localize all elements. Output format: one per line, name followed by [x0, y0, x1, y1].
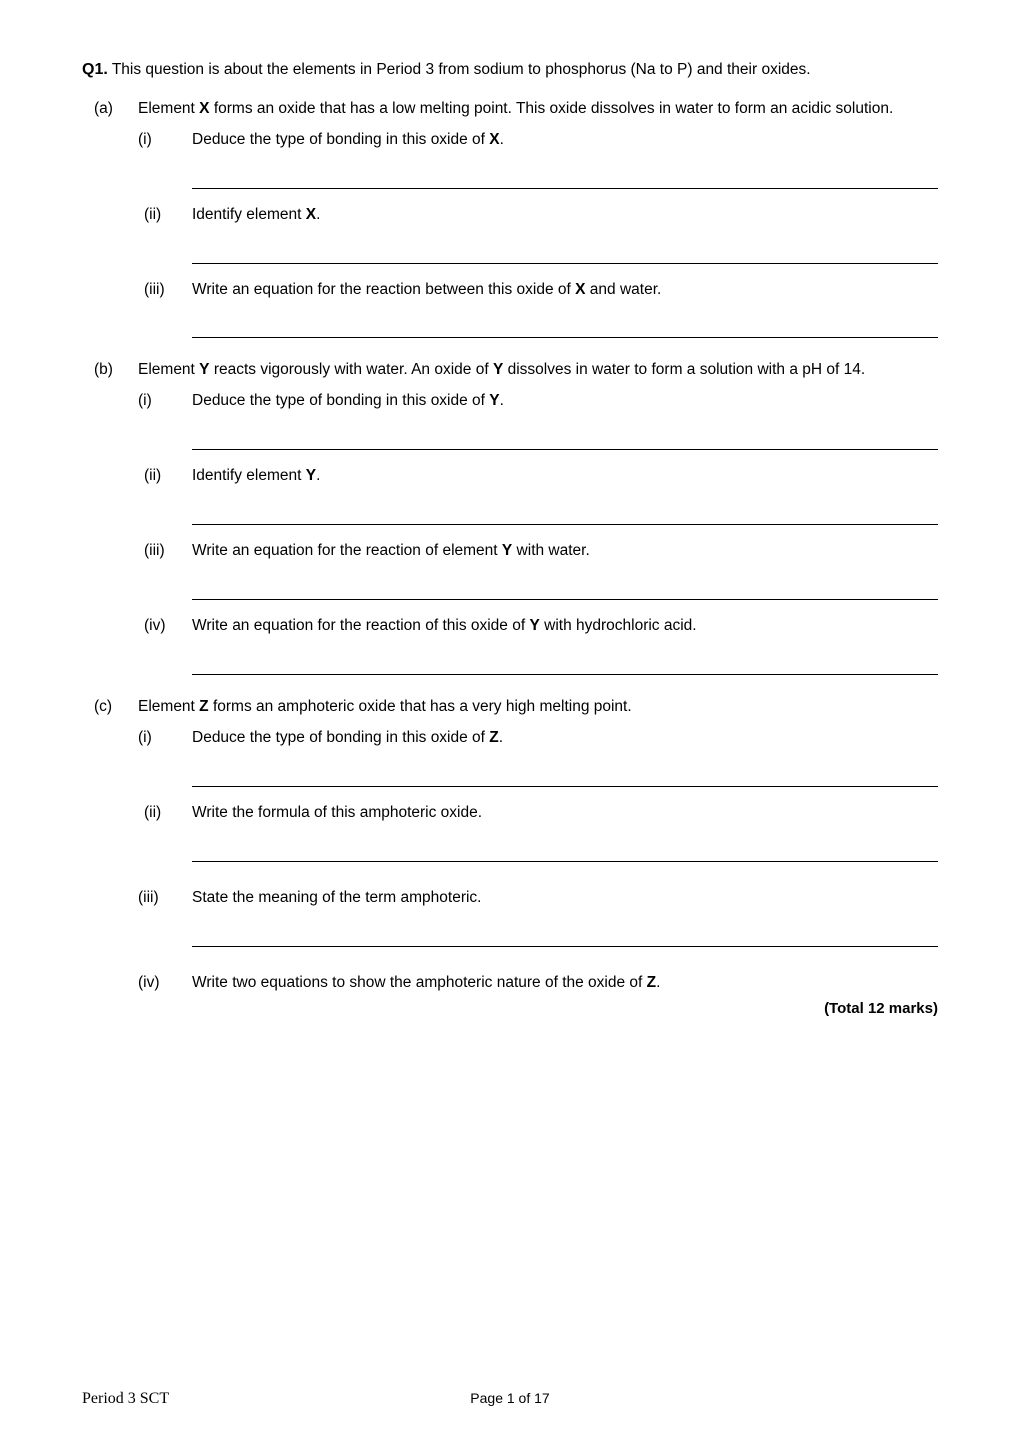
part-b-ii-label: (ii) — [138, 466, 192, 541]
part-b-stem: Element Y reacts vigorously with water. … — [138, 360, 938, 381]
part-c-iii-label: (iii) — [138, 888, 192, 963]
part-c: (c) Element Z forms an amphoteric oxide … — [82, 697, 938, 994]
answer-blank — [192, 322, 938, 338]
part-a-ii-body: Identify element X. — [192, 205, 938, 280]
total-marks: (Total 12 marks) — [82, 1000, 938, 1017]
answer-blank — [192, 173, 938, 189]
answer-blank — [192, 434, 938, 450]
part-c-ii-label: (ii) — [138, 803, 192, 878]
footer-center: Page 1 of 17 — [470, 1390, 549, 1406]
part-b-i: (i) Deduce the type of bonding in this o… — [138, 391, 938, 466]
part-c-i-body: Deduce the type of bonding in this oxide… — [192, 728, 938, 803]
part-a-i-label: (i) — [138, 130, 192, 205]
part-b-ii: (ii) Identify element Y. — [138, 466, 938, 541]
question-number: Q1. — [82, 61, 108, 78]
part-b-label: (b) — [82, 360, 138, 691]
part-c-i: (i) Deduce the type of bonding in this o… — [138, 728, 938, 803]
page-footer: Period 3 SCT Page 1 of 17 — [82, 1390, 938, 1408]
part-c-iv-label: (iv) — [138, 973, 192, 994]
part-c-iv-body: Write two equations to show the amphoter… — [192, 973, 938, 994]
part-c-stem: Element Z forms an amphoteric oxide that… — [138, 697, 938, 718]
part-a-i-body: Deduce the type of bonding in this oxide… — [192, 130, 938, 205]
part-b-iv-body: Write an equation for the reaction of th… — [192, 616, 938, 691]
question-intro: Q1. This question is about the elements … — [82, 60, 938, 81]
answer-blank — [192, 771, 938, 787]
answer-blank — [192, 846, 938, 862]
part-c-iii-body: State the meaning of the term amphoteric… — [192, 888, 938, 963]
part-b: (b) Element Y reacts vigorously with wat… — [82, 360, 938, 691]
footer-left: Period 3 SCT — [82, 1390, 169, 1408]
part-a-body: Element X forms an oxide that has a low … — [138, 99, 938, 355]
part-c-label: (c) — [82, 697, 138, 994]
part-c-ii: (ii) Write the formula of this amphoteri… — [138, 803, 938, 878]
answer-blank — [192, 931, 938, 947]
answer-blank — [192, 659, 938, 675]
part-a-iii: (iii) Write an equation for the reaction… — [138, 280, 938, 355]
part-b-ii-body: Identify element Y. — [192, 466, 938, 541]
part-a-label: (a) — [82, 99, 138, 355]
part-b-i-label: (i) — [138, 391, 192, 466]
part-a-ii: (ii) Identify element X. — [138, 205, 938, 280]
part-b-iii-body: Write an equation for the reaction of el… — [192, 541, 938, 616]
part-b-i-body: Deduce the type of bonding in this oxide… — [192, 391, 938, 466]
answer-blank — [192, 248, 938, 264]
part-c-body: Element Z forms an amphoteric oxide that… — [138, 697, 938, 994]
part-b-iii: (iii) Write an equation for the reaction… — [138, 541, 938, 616]
part-b-iv: (iv) Write an equation for the reaction … — [138, 616, 938, 691]
part-a-stem: Element X forms an oxide that has a low … — [138, 99, 938, 120]
part-b-body: Element Y reacts vigorously with water. … — [138, 360, 938, 691]
intro-text: This question is about the elements in P… — [108, 61, 811, 78]
part-c-ii-body: Write the formula of this amphoteric oxi… — [192, 803, 938, 878]
part-a-i: (i) Deduce the type of bonding in this o… — [138, 130, 938, 205]
part-c-i-label: (i) — [138, 728, 192, 803]
part-c-iv: (iv) Write two equations to show the amp… — [138, 973, 938, 994]
part-a-iii-label: (iii) — [138, 280, 192, 355]
part-b-iv-label: (iv) — [138, 616, 192, 691]
part-b-iii-label: (iii) — [138, 541, 192, 616]
answer-blank — [192, 509, 938, 525]
part-a-ii-label: (ii) — [138, 205, 192, 280]
answer-blank — [192, 584, 938, 600]
part-c-iii: (iii) State the meaning of the term amph… — [138, 888, 938, 963]
part-a-iii-body: Write an equation for the reaction betwe… — [192, 280, 938, 355]
part-a: (a) Element X forms an oxide that has a … — [82, 99, 938, 355]
